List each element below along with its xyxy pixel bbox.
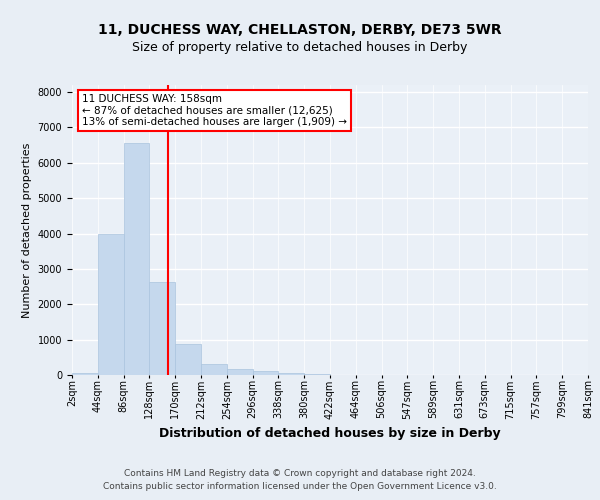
Text: 11 DUCHESS WAY: 158sqm
← 87% of detached houses are smaller (12,625)
13% of semi: 11 DUCHESS WAY: 158sqm ← 87% of detached… [82,94,347,127]
Bar [98,234,124,375]
Text: Contains public sector information licensed under the Open Government Licence v3: Contains public sector information licen… [103,482,497,491]
Bar [278,373,304,375]
Y-axis label: Number of detached properties: Number of detached properties [22,142,32,318]
Bar [253,371,278,375]
Bar [124,144,149,375]
Bar [175,344,201,375]
Bar [227,369,253,375]
Bar [149,282,175,375]
Text: Contains HM Land Registry data © Crown copyright and database right 2024.: Contains HM Land Registry data © Crown c… [124,468,476,477]
Text: Size of property relative to detached houses in Derby: Size of property relative to detached ho… [133,41,467,54]
Bar [201,364,227,375]
Text: 11, DUCHESS WAY, CHELLASTON, DERBY, DE73 5WR: 11, DUCHESS WAY, CHELLASTON, DERBY, DE73… [98,22,502,36]
Bar [72,373,98,375]
X-axis label: Distribution of detached houses by size in Derby: Distribution of detached houses by size … [159,427,501,440]
Bar [304,374,330,375]
